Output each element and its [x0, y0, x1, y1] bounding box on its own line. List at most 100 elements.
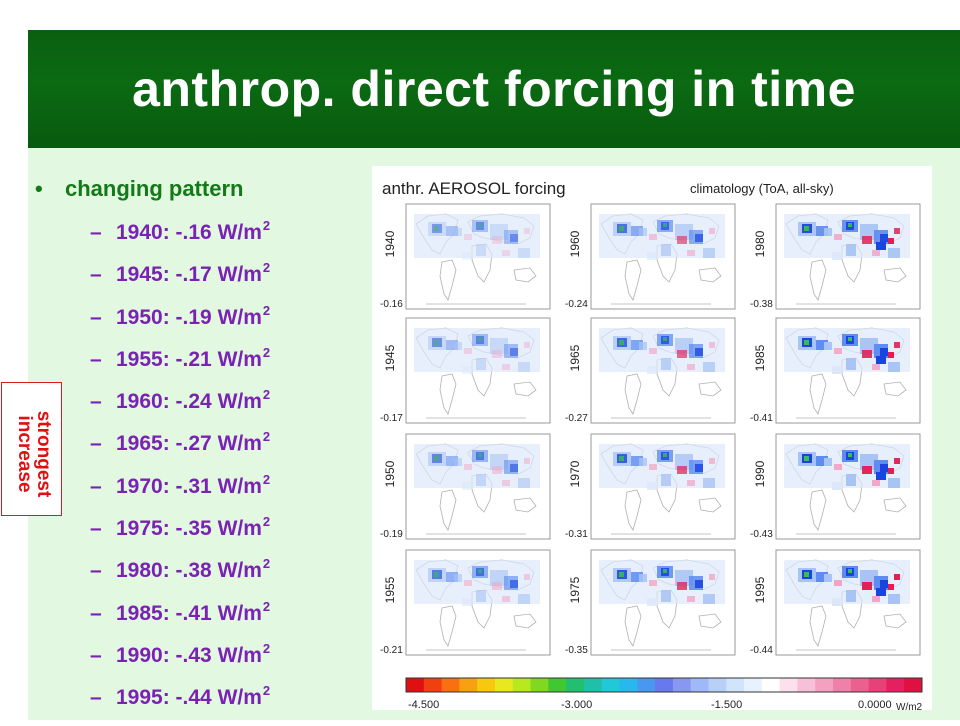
- forcing-cell: [476, 244, 486, 256]
- positive-cell: [649, 580, 657, 586]
- forcing-cell: [446, 456, 458, 466]
- panel-value-label: -0.44: [750, 645, 773, 656]
- continent-outline: [698, 381, 722, 397]
- forcing-cell: [703, 248, 715, 258]
- list-value: -.31: [175, 474, 212, 498]
- slide-title: anthrop. direct forcing in time: [132, 61, 856, 117]
- colorbar-cell: [779, 678, 798, 692]
- forcing-cell: [476, 358, 486, 370]
- list-dash: –: [90, 390, 102, 414]
- haze-region: [414, 214, 540, 258]
- positive-cell: [834, 464, 842, 470]
- continent-outline: [624, 489, 642, 531]
- positive-cell: [888, 584, 894, 590]
- forcing-cell: [428, 222, 446, 236]
- continent-outline: [809, 259, 827, 301]
- positive-cell: [502, 480, 510, 486]
- list-value: -.43: [175, 643, 212, 667]
- list-separator: :: [162, 643, 176, 667]
- forcing-cell: [518, 362, 530, 372]
- forcing-cell: [476, 222, 484, 230]
- colorbar-cell: [530, 678, 549, 692]
- panel-value-label: -0.16: [380, 299, 403, 310]
- forcing-cell: [476, 590, 486, 602]
- forcing-cell: [462, 598, 472, 606]
- colorbar-frame: [405, 677, 923, 693]
- positive-cell: [888, 352, 894, 358]
- continent-outline: [698, 613, 722, 629]
- colorbar-cell: [708, 678, 727, 692]
- forcing-cell: [454, 228, 462, 236]
- annotation-text: strongest increase: [14, 411, 54, 498]
- forcing-list-item: –1960: -.24 W/m2: [90, 387, 270, 429]
- forcing-cell: [518, 248, 530, 258]
- forcing-cell: [824, 574, 832, 582]
- list-value: -.16: [175, 221, 212, 244]
- forcing-cell: [876, 242, 886, 250]
- forcing-cell: [703, 362, 715, 372]
- list-separator: :: [162, 517, 176, 541]
- panel-year-label: 1990: [753, 460, 767, 487]
- list-year: 1990: [116, 643, 163, 667]
- list-unit: W/m: [217, 517, 262, 541]
- forcing-cell: [434, 226, 439, 231]
- bullet-item: • changing pattern: [35, 176, 243, 202]
- list-unit: W/m: [217, 263, 262, 287]
- forcing-cell: [848, 453, 852, 457]
- forcing-cell: [888, 248, 900, 258]
- forcing-cell: [510, 580, 518, 588]
- panel-year-label: 1940: [383, 230, 397, 257]
- colorbar-unit-label: W/m2: [896, 702, 923, 710]
- list-value: -.44: [175, 686, 212, 710]
- forcing-list-item: –1950: -.19 W/m2: [90, 303, 270, 345]
- continent-outline: [883, 497, 907, 513]
- forcing-cell: [880, 234, 888, 242]
- forcing-cell: [510, 234, 518, 242]
- forcing-cell: [661, 358, 671, 370]
- forcing-cell: [518, 594, 530, 604]
- panel-value-label: -0.17: [380, 413, 403, 424]
- colorbar-cell: [833, 678, 852, 692]
- forcing-cell: [804, 340, 809, 345]
- positive-cell: [687, 250, 695, 256]
- list-unit: W/m: [217, 305, 262, 329]
- colorbar-cell: [868, 678, 887, 692]
- forcing-list-item: –1995: -.44 W/m2: [90, 683, 270, 725]
- positive-cell: [502, 596, 510, 602]
- map-panel-1955: 1955 -0.21: [380, 549, 551, 656]
- panel-year-label: 1950: [383, 460, 397, 487]
- figure-title-right: climatology (ToA, all-sky): [690, 181, 834, 196]
- bullet-dot: •: [35, 176, 43, 201]
- list-dash: –: [90, 559, 102, 583]
- forcing-cell: [478, 453, 482, 457]
- forcing-cell: [639, 574, 647, 582]
- forcing-cell: [661, 244, 671, 256]
- positive-cell: [677, 350, 687, 358]
- positive-cell: [709, 342, 715, 348]
- forcing-cell: [619, 340, 624, 345]
- forcing-cell: [490, 338, 508, 354]
- list-dash: –: [90, 517, 102, 541]
- forcing-cell: [816, 456, 828, 466]
- panel-value-label: -0.24: [565, 299, 588, 310]
- forcing-cell: [824, 458, 832, 466]
- colorbar-cell: [441, 678, 460, 692]
- forcing-cell: [804, 226, 809, 231]
- continent-outline: [624, 605, 642, 647]
- forcing-cell: [846, 358, 856, 370]
- continent-outline: [439, 373, 457, 415]
- list-year: 1980: [116, 559, 163, 583]
- positive-cell: [502, 250, 510, 256]
- forcing-cell: [663, 337, 667, 341]
- forcing-cell: [619, 456, 624, 461]
- forcing-cell: [462, 252, 472, 260]
- forcing-cell: [824, 228, 832, 236]
- positive-cell: [464, 464, 472, 470]
- list-unit-superscript: 2: [262, 471, 271, 487]
- forcing-cell: [876, 588, 886, 596]
- forcing-cell: [848, 223, 852, 227]
- list-unit-superscript: 2: [262, 260, 271, 276]
- list-year: 1950: [116, 305, 163, 329]
- forcing-cell: [631, 572, 643, 582]
- forcing-cell: [432, 224, 442, 233]
